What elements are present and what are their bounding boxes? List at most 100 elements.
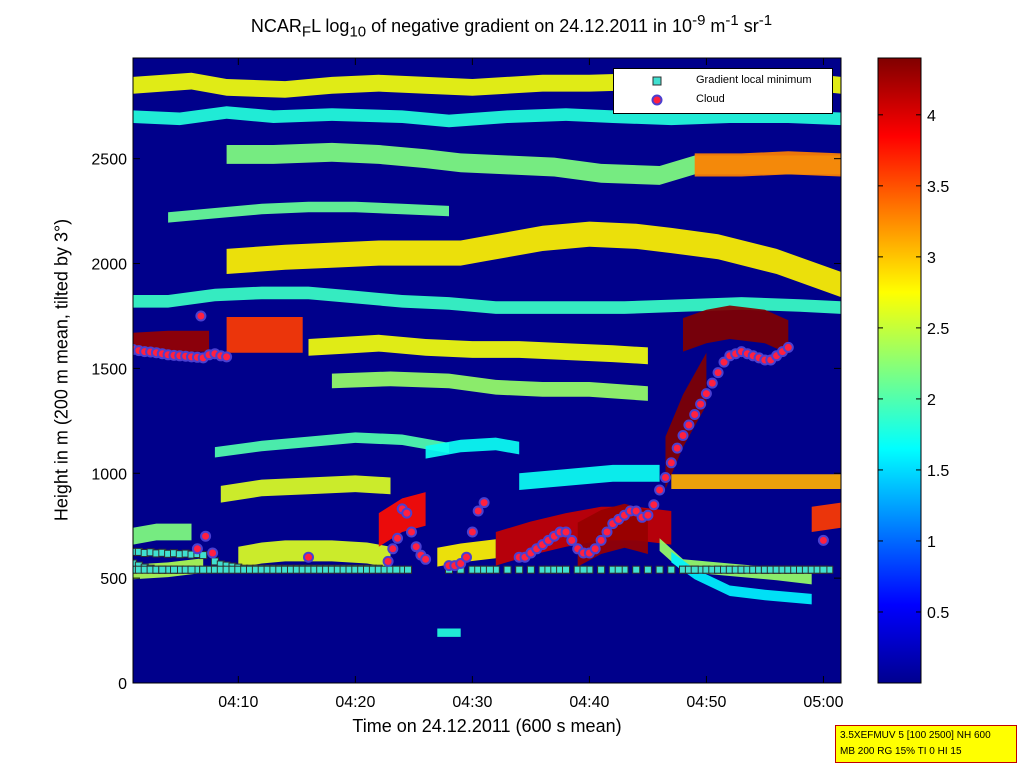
heatmap-band xyxy=(437,628,461,637)
colorbar-tick-label: 3.5 xyxy=(927,179,949,196)
legend-label: Gradient local minimum xyxy=(696,74,812,86)
gradient-minimum-marker xyxy=(667,565,676,574)
cloud-marker xyxy=(648,499,660,511)
cloud-marker xyxy=(817,534,829,546)
y-axis-label: Height in m (200 m mean, tilted by 3°) xyxy=(51,218,72,522)
heatmap-band xyxy=(133,286,841,314)
cloud-marker xyxy=(382,555,394,567)
colorbar-tick-label: 0.5 xyxy=(927,605,949,622)
gradient-minimum-marker xyxy=(655,565,664,574)
heatmap-band xyxy=(308,334,648,365)
cloud-marker xyxy=(221,351,233,363)
x-tick-label: 04:30 xyxy=(452,694,492,711)
cloud-marker xyxy=(207,547,219,559)
cloud-marker xyxy=(466,526,478,538)
gradient-minimum-marker xyxy=(643,565,652,574)
gradient-minimum-marker xyxy=(579,565,588,574)
gradient-minimum-marker xyxy=(170,565,178,574)
x-tick-label: 04:40 xyxy=(569,694,609,711)
heatmap-band xyxy=(378,492,426,547)
cloud-marker xyxy=(401,507,413,519)
cloud-marker xyxy=(665,457,677,469)
heatmap-band xyxy=(519,464,660,490)
plot-frame xyxy=(132,57,842,684)
x-tick-label: 04:20 xyxy=(335,694,375,711)
colorbar-tick-label: 2.5 xyxy=(927,321,949,338)
legend: Gradient local minimum Cloud xyxy=(613,68,833,114)
y-tick-label: 2500 xyxy=(91,152,127,169)
cloud-marker xyxy=(566,534,578,546)
colorbar-tick-label: 1 xyxy=(927,534,936,551)
cloud-marker xyxy=(660,472,671,483)
gradient-minimum-marker xyxy=(614,565,623,574)
cloud-marker xyxy=(695,398,707,410)
y-tick-label: 1000 xyxy=(91,466,127,483)
heatmap-band xyxy=(425,437,520,459)
heatmap-band xyxy=(694,151,841,177)
cloud-marker xyxy=(560,526,572,538)
gradient-minimum-marker xyxy=(526,565,535,574)
chart-title: NCARFL log10 of negative gradient on 24.… xyxy=(250,12,773,41)
heatmap-band xyxy=(238,540,391,568)
legend-entry-cloud: Cloud xyxy=(614,91,832,109)
colorbar xyxy=(877,57,922,684)
legend-circle-icon xyxy=(651,94,663,106)
cloud-marker xyxy=(589,543,601,555)
x-axis: 04:10 04:20 04:30 04:40 04:50 05:00 xyxy=(218,58,844,711)
y-tick-label: 1500 xyxy=(91,361,127,378)
gradient-minimum-marker xyxy=(158,565,167,574)
info-line: 3.5XEFMUV 5 [100 2500] NH 600 xyxy=(840,730,991,741)
heatmap-band xyxy=(226,142,841,185)
cloud-marker xyxy=(461,551,472,563)
heatmap-band xyxy=(168,201,449,223)
x-tick-label: 04:50 xyxy=(686,694,726,711)
gradient-minimum-marker xyxy=(515,565,524,574)
colorbar-tick-label: 2 xyxy=(927,392,936,409)
cloud-marker xyxy=(782,341,794,353)
cloud-marker xyxy=(195,310,207,322)
heatmap-band xyxy=(226,317,303,353)
legend-square-icon xyxy=(652,76,662,86)
cloud-marker xyxy=(410,541,422,553)
cloud-marker xyxy=(601,526,613,538)
cloud-marker xyxy=(677,430,689,441)
x-axis-label: Time on 24.12.2011 (600 s mean) xyxy=(352,716,622,736)
colorbar-tick-label: 3 xyxy=(927,250,936,267)
cloud-marker xyxy=(200,530,212,542)
heatmap-band xyxy=(220,475,391,503)
cloud-marker xyxy=(683,419,695,431)
cloud-marker xyxy=(654,484,666,496)
cloud-marker xyxy=(478,497,490,509)
gradient-minimum-marker xyxy=(199,551,208,560)
info-line: MB 200 RG 15% TI 0 HI 15 xyxy=(840,746,962,757)
marker-layer xyxy=(133,310,834,574)
heatmap-band xyxy=(133,106,841,128)
y-tick-label: 0 xyxy=(118,676,127,693)
colorbar-axis: 0.5 1 1.5 2 2.5 3 3.5 4 xyxy=(878,108,949,622)
gradient-minimum-marker xyxy=(404,565,412,574)
colorbar-tick-label: 4 xyxy=(927,108,936,125)
cloud-marker xyxy=(406,526,417,538)
y-tick-label: 2000 xyxy=(91,257,127,274)
heatmap-band xyxy=(671,474,841,489)
settings-info-box: 3.5XEFMUV 5 [100 2500] NH 600 MB 200 RG … xyxy=(835,725,1017,763)
cloud-marker xyxy=(472,505,484,517)
cloud-marker xyxy=(595,534,607,546)
legend-entry-gradient: Gradient local minimum xyxy=(614,72,832,90)
gradient-minimum-marker xyxy=(562,565,570,574)
heatmap-band xyxy=(133,523,192,545)
heatmap-band xyxy=(811,502,841,532)
cloud-marker xyxy=(191,543,203,555)
cloud-marker xyxy=(303,551,314,563)
x-tick-label: 05:00 xyxy=(803,694,843,711)
cloud-marker xyxy=(689,409,701,420)
heatmap-layers xyxy=(133,72,841,637)
gradient-minimum-marker xyxy=(503,565,512,574)
cloud-marker xyxy=(706,377,718,389)
colorbar-tick-label: 1.5 xyxy=(927,463,949,480)
heatmap-band xyxy=(226,221,841,298)
gradient-minimum-marker xyxy=(199,565,208,574)
x-tick-label: 04:10 xyxy=(218,694,258,711)
gradient-minimum-marker xyxy=(597,565,606,574)
